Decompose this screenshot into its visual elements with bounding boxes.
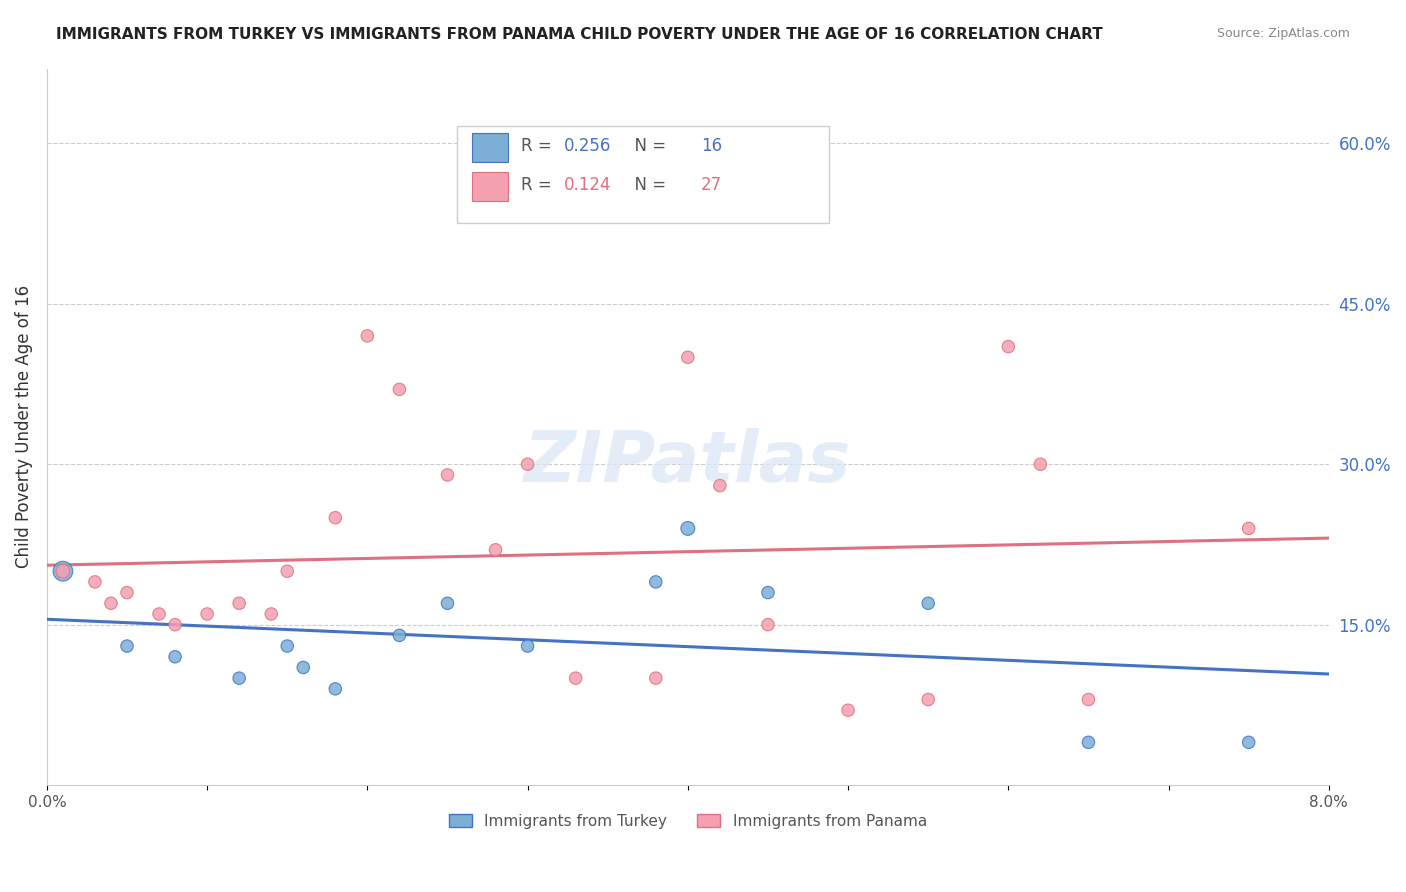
Point [388, 628, 411, 642]
Point [997, 340, 1019, 354]
Point [115, 585, 138, 599]
Point [436, 596, 458, 610]
Point [148, 607, 170, 621]
Text: 0.256: 0.256 [564, 136, 610, 155]
Point [276, 639, 298, 653]
Point [165, 617, 187, 632]
Point [228, 671, 250, 685]
Point [100, 596, 122, 610]
Point [837, 703, 859, 717]
Point [52, 564, 75, 578]
Y-axis label: Child Poverty Under the Age of 16: Child Poverty Under the Age of 16 [15, 285, 32, 568]
FancyBboxPatch shape [472, 133, 509, 161]
Point [516, 639, 538, 653]
Point [388, 383, 411, 397]
Point [709, 478, 731, 492]
Text: N =: N = [624, 136, 671, 155]
Legend: Immigrants from Turkey, Immigrants from Panama: Immigrants from Turkey, Immigrants from … [443, 807, 934, 835]
Text: ZIPatlas: ZIPatlas [524, 428, 852, 497]
Point [676, 521, 699, 535]
Text: R =: R = [522, 136, 557, 155]
FancyBboxPatch shape [472, 172, 509, 201]
Point [917, 692, 939, 706]
FancyBboxPatch shape [457, 126, 830, 223]
Text: Source: ZipAtlas.com: Source: ZipAtlas.com [1216, 27, 1350, 40]
Text: IMMIGRANTS FROM TURKEY VS IMMIGRANTS FROM PANAMA CHILD POVERTY UNDER THE AGE OF : IMMIGRANTS FROM TURKEY VS IMMIGRANTS FRO… [56, 27, 1102, 42]
Point [644, 574, 666, 589]
Point [276, 564, 298, 578]
Point [1077, 692, 1099, 706]
Point [917, 596, 939, 610]
Point [1237, 735, 1260, 749]
Point [195, 607, 218, 621]
Point [436, 467, 458, 482]
Point [516, 457, 538, 471]
Point [1237, 521, 1260, 535]
Point [165, 649, 187, 664]
Point [356, 329, 378, 343]
Point [1077, 735, 1099, 749]
Point [756, 585, 779, 599]
Text: 27: 27 [700, 177, 721, 194]
Text: 16: 16 [700, 136, 721, 155]
Point [260, 607, 283, 621]
Point [115, 639, 138, 653]
Point [323, 681, 346, 696]
Point [1029, 457, 1052, 471]
Point [84, 574, 107, 589]
Text: N =: N = [624, 177, 671, 194]
Point [676, 351, 699, 365]
Point [564, 671, 586, 685]
Text: 0.124: 0.124 [564, 177, 612, 194]
Text: R =: R = [522, 177, 557, 194]
Point [756, 617, 779, 632]
Point [644, 671, 666, 685]
Point [52, 564, 75, 578]
Point [228, 596, 250, 610]
Point [323, 510, 346, 524]
Point [484, 542, 506, 557]
Point [292, 660, 315, 674]
